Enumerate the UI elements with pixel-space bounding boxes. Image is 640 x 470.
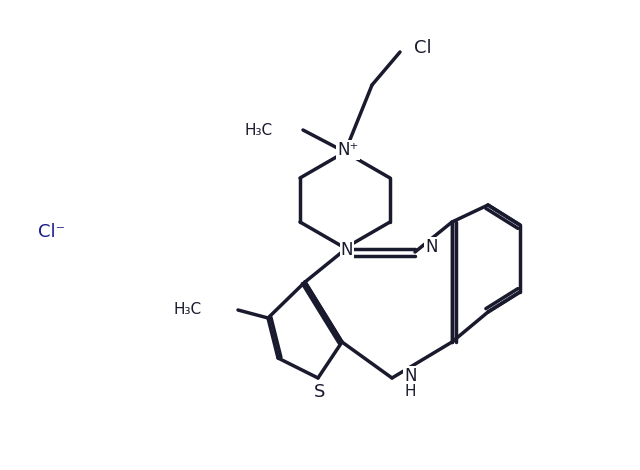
Text: H₃C: H₃C <box>174 303 202 318</box>
Text: S: S <box>314 383 326 401</box>
Text: H₃C: H₃C <box>245 123 273 138</box>
Text: N: N <box>404 367 417 385</box>
Text: Cl⁻: Cl⁻ <box>38 223 65 241</box>
Text: N⁺: N⁺ <box>337 141 358 159</box>
Text: N: N <box>340 241 353 259</box>
Text: N: N <box>425 238 438 256</box>
Text: Cl: Cl <box>414 39 431 57</box>
Text: H: H <box>404 384 415 399</box>
